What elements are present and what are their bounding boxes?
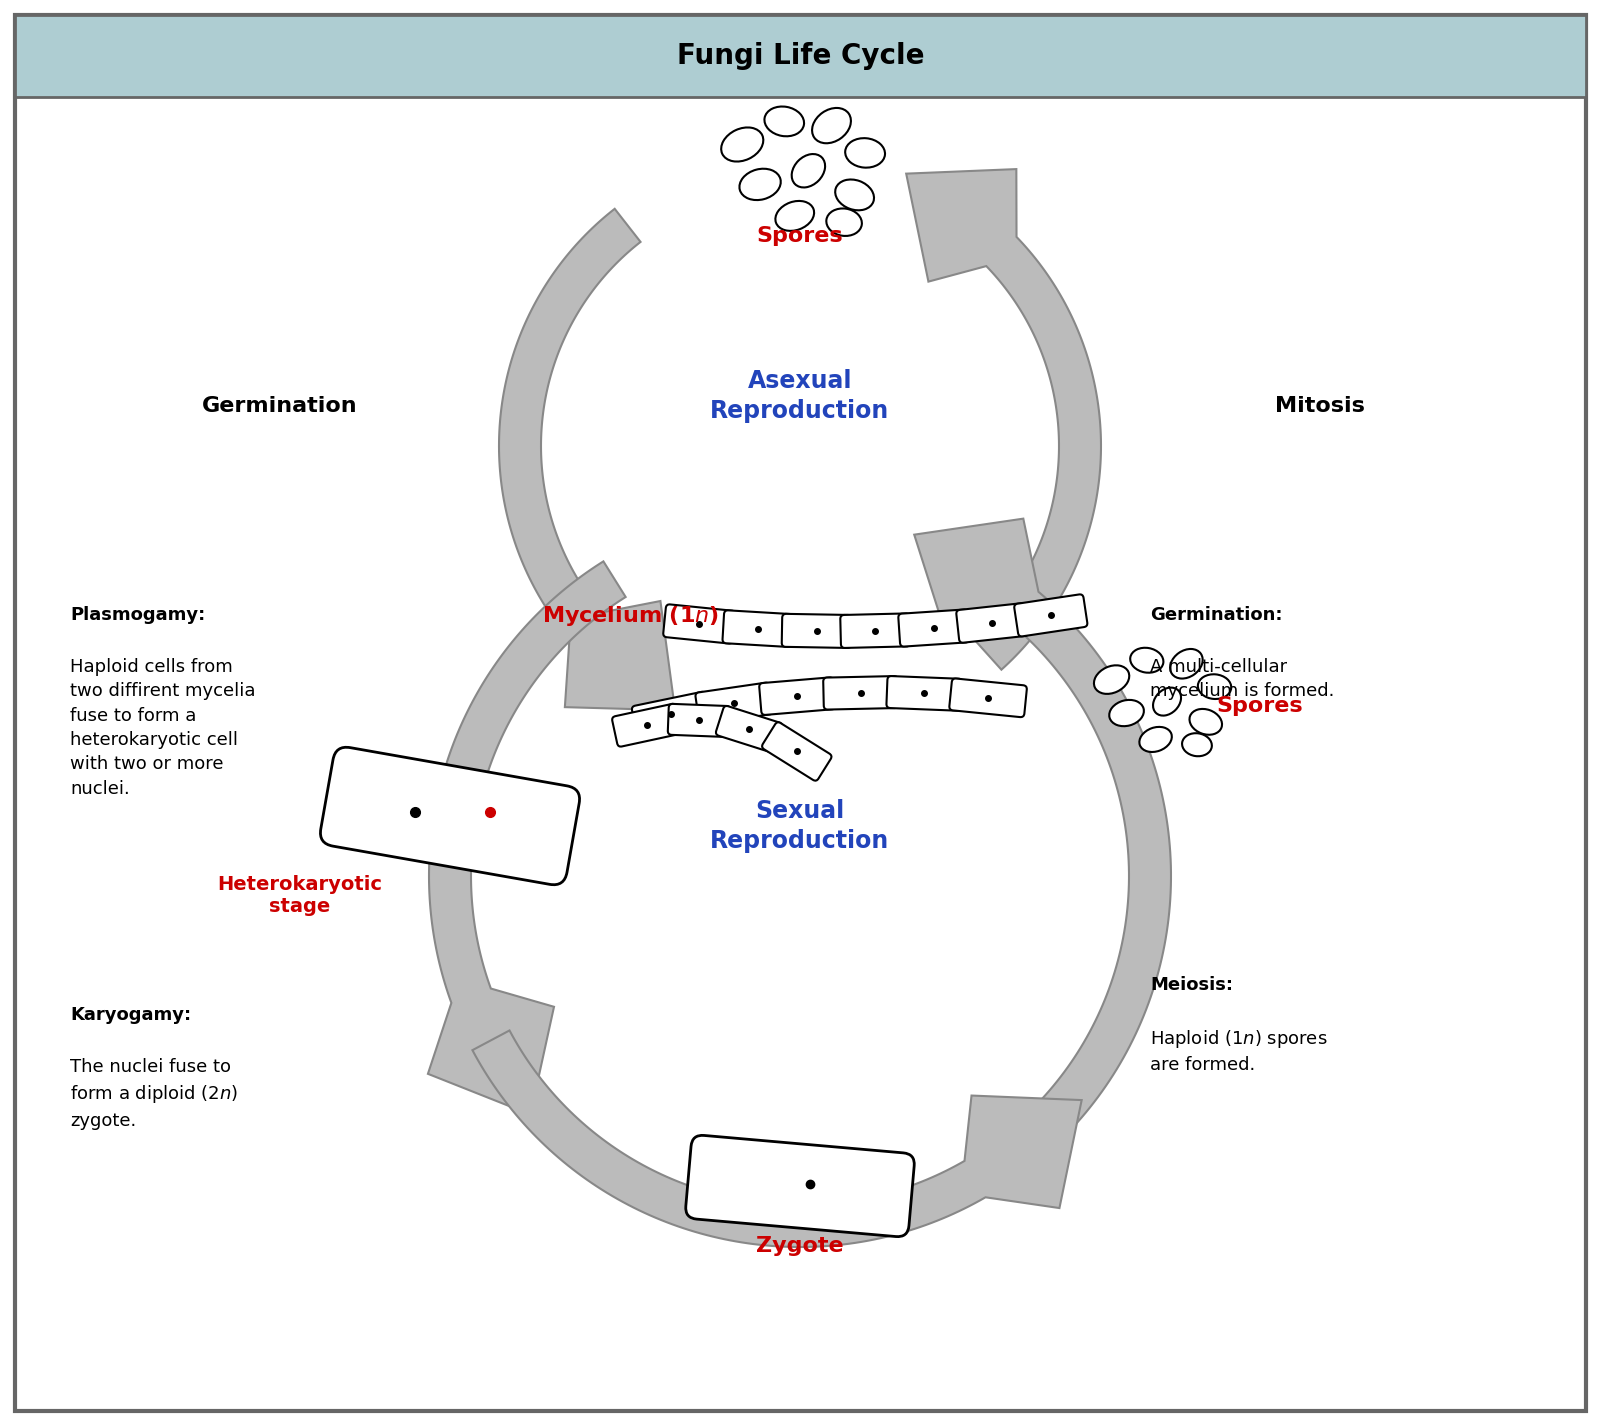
Ellipse shape <box>1170 649 1202 679</box>
FancyBboxPatch shape <box>762 722 831 780</box>
Text: Haploid cells from
two diffirent mycelia
fuse to form a
heterokaryotic cell
with: Haploid cells from two diffirent mycelia… <box>70 657 256 797</box>
FancyBboxPatch shape <box>898 609 970 646</box>
Ellipse shape <box>1182 733 1212 756</box>
Text: Spores: Spores <box>757 225 844 247</box>
Text: Zygote: Zygote <box>756 1236 844 1256</box>
FancyBboxPatch shape <box>1015 595 1087 636</box>
Polygon shape <box>427 562 626 1115</box>
Text: Mycelium (1$n$): Mycelium (1$n$) <box>541 605 719 627</box>
Ellipse shape <box>1198 674 1231 699</box>
Bar <box>14 16 1587 97</box>
Ellipse shape <box>1190 709 1222 734</box>
Text: Heterokaryotic
stage: Heterokaryotic stage <box>218 876 383 917</box>
FancyBboxPatch shape <box>716 706 783 753</box>
Ellipse shape <box>1109 700 1143 726</box>
FancyBboxPatch shape <box>663 605 735 643</box>
Text: Sexual
Reproduction: Sexual Reproduction <box>711 799 890 853</box>
FancyBboxPatch shape <box>956 603 1028 643</box>
Ellipse shape <box>1093 666 1129 694</box>
Text: Haploid (1$n$) spores
are formed.: Haploid (1$n$) spores are formed. <box>1150 1028 1327 1074</box>
FancyBboxPatch shape <box>887 676 962 710</box>
FancyBboxPatch shape <box>612 704 682 747</box>
Text: Plasmogamy:: Plasmogamy: <box>70 606 205 625</box>
Ellipse shape <box>720 127 764 161</box>
FancyBboxPatch shape <box>841 613 911 647</box>
Text: Karyogamy:: Karyogamy: <box>70 1005 191 1024</box>
Text: The nuclei fuse to
form a diploid (2$n$)
zygote.: The nuclei fuse to form a diploid (2$n$)… <box>70 1058 239 1129</box>
FancyBboxPatch shape <box>781 613 852 647</box>
Text: Fungi Life Cycle: Fungi Life Cycle <box>677 41 924 70</box>
Ellipse shape <box>845 138 885 168</box>
Text: Germination:: Germination: <box>1150 606 1282 625</box>
FancyBboxPatch shape <box>320 747 580 884</box>
Ellipse shape <box>826 208 861 235</box>
FancyBboxPatch shape <box>668 704 730 737</box>
Ellipse shape <box>1140 727 1172 752</box>
Polygon shape <box>906 170 1101 670</box>
FancyBboxPatch shape <box>632 692 711 737</box>
FancyBboxPatch shape <box>759 677 836 714</box>
Ellipse shape <box>1153 687 1182 716</box>
Polygon shape <box>914 519 1170 1168</box>
Text: Asexual
Reproduction: Asexual Reproduction <box>711 369 890 424</box>
Text: A multi-cellular
mycelium is formed.: A multi-cellular mycelium is formed. <box>1150 657 1334 700</box>
FancyBboxPatch shape <box>823 676 898 710</box>
FancyBboxPatch shape <box>695 683 773 724</box>
FancyBboxPatch shape <box>949 679 1026 717</box>
Text: Spores: Spores <box>1217 696 1303 716</box>
Ellipse shape <box>1130 647 1164 673</box>
Ellipse shape <box>792 154 825 187</box>
Text: Germination: Germination <box>202 396 357 416</box>
Text: Mitosis: Mitosis <box>1274 396 1366 416</box>
Ellipse shape <box>740 168 781 200</box>
Ellipse shape <box>764 107 804 137</box>
Ellipse shape <box>775 201 815 231</box>
Ellipse shape <box>812 108 850 143</box>
Ellipse shape <box>836 180 874 210</box>
Text: Meiosis:: Meiosis: <box>1150 975 1233 994</box>
FancyBboxPatch shape <box>685 1135 914 1236</box>
FancyBboxPatch shape <box>722 610 794 647</box>
Polygon shape <box>472 1031 1082 1246</box>
Polygon shape <box>500 208 676 710</box>
